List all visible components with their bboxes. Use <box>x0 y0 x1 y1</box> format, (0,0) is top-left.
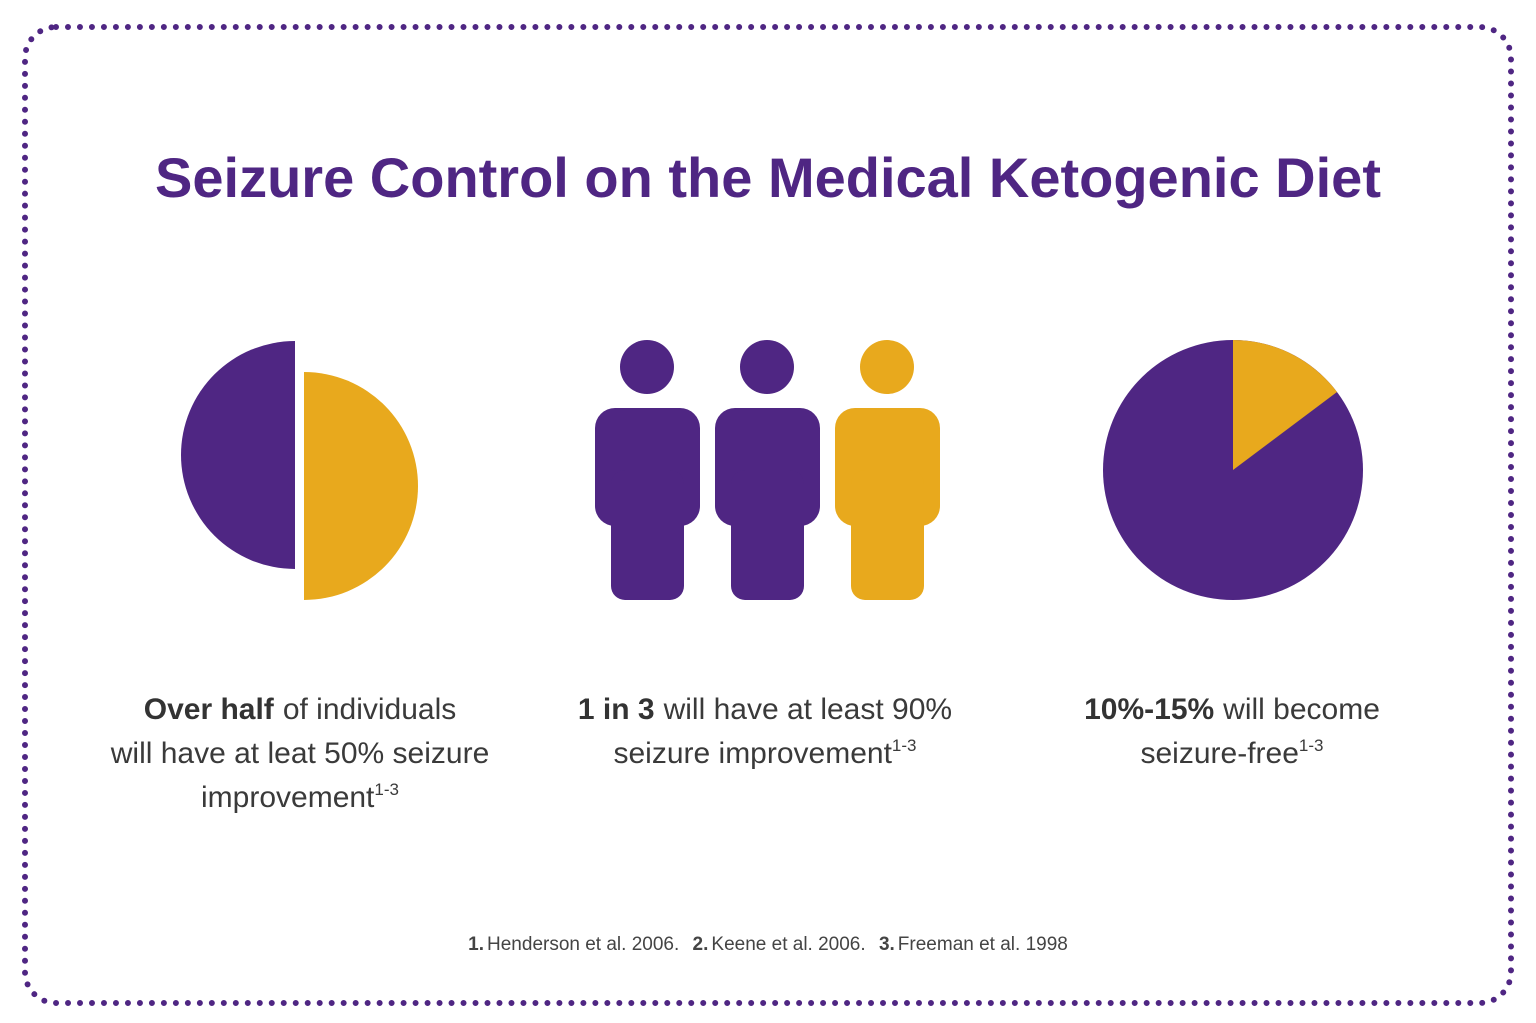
text-line: improvement1-3 <box>50 776 550 820</box>
text: will become <box>1223 693 1380 726</box>
citation: 1-3 <box>1298 736 1324 755</box>
reference: 3. Freeman et al. 1998 <box>879 934 1068 955</box>
text: seizure-free <box>1140 737 1299 770</box>
references: 1. Henderson et al. 2006. 2. Keene et al. … <box>0 934 1536 956</box>
reference-text: Freeman et al. 1998 <box>897 934 1068 955</box>
bold-text: 10%-15% <box>1084 693 1215 726</box>
bold-text: 1 in 3 <box>577 693 655 726</box>
text-line: 10%-15% will become <box>982 688 1482 732</box>
text: of individuals <box>282 693 457 726</box>
text: will have at leat 50% seizure <box>110 737 490 770</box>
person-icon <box>835 340 940 600</box>
reference: 2. Keene et al. 2006. <box>693 934 866 955</box>
panel-text: 10%-15% will become seizure-free1-3 <box>982 688 1482 776</box>
panel-text: 1 in 3 will have at least 90% seizure imp… <box>515 688 1015 776</box>
person-icon <box>595 340 700 600</box>
half-circle-gold <box>304 372 418 600</box>
text: seizure improvement <box>613 737 892 770</box>
text: improvement <box>201 781 375 814</box>
panel-text: Over half of individuals will have at lea… <box>50 688 550 820</box>
citation: 1-3 <box>374 780 399 799</box>
text-line: will have at leat 50% seizure <box>50 732 550 776</box>
reference-number: 3. <box>878 934 895 955</box>
title: Seizure Control on the Medical Ketogenic… <box>155 146 1381 209</box>
reference-number: 1. <box>468 934 485 955</box>
bold-text: Over half <box>143 693 274 726</box>
text-line: Over half of individuals <box>50 688 550 732</box>
reference: 1. Henderson et al. 2006. <box>468 934 679 955</box>
text-line: 1 in 3 will have at least 90% <box>515 688 1015 732</box>
text-line: seizure-free1-3 <box>982 732 1482 776</box>
person-icon <box>715 340 820 600</box>
reference-text: Henderson et al. 2006. <box>487 934 680 955</box>
half-circle-purple <box>181 341 295 569</box>
text-line: seizure improvement1-3 <box>515 732 1015 776</box>
citation: 1-3 <box>891 736 917 755</box>
text: will have at least 90% <box>663 693 953 726</box>
dotted-frame <box>22 24 1514 1006</box>
pie-gold-wedge <box>1233 340 1337 470</box>
reference-number: 2. <box>692 934 709 955</box>
reference-text: Keene et al. 2006. <box>711 934 866 955</box>
